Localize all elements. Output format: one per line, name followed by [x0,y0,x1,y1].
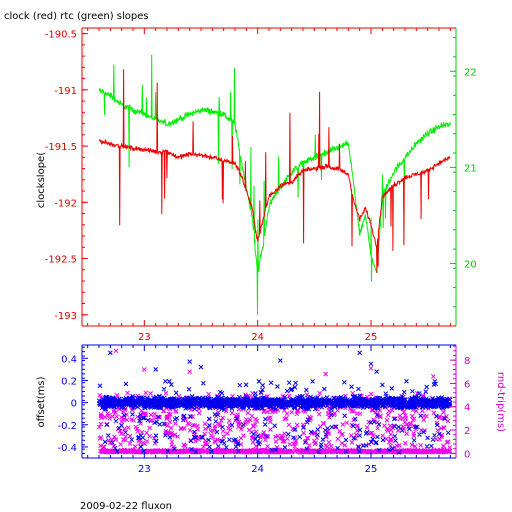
rtc-series-line [98,54,451,315]
top-y-axis-label: clockslope( [36,152,47,208]
slopes-y-tick-label: -191.5 [45,142,77,153]
offset-panel: 23 24 25 0.4 0.2 0 -0.2 -0.4 8 6 4 2 0 [57,344,470,475]
clock-series-line [98,69,451,274]
offset-y-tick-label: 0.2 [61,376,77,387]
footer-text: 2009-02-22 fluxon [80,501,172,512]
slopes-y-tick-label: -192.5 [45,255,77,266]
rndtrip-outlier-point [113,348,119,354]
offset-x-tick-label: 23 [138,464,151,475]
offset-x-tick-label: 25 [365,464,378,475]
offset-outlier-point [198,364,204,370]
offset-outlier-point [368,361,374,367]
offset-scatter-band [96,378,453,455]
slopes-panel: 23 24 25 -190.5 -191 -191.5 -192 -192.5 -193 20 21… [45,27,477,343]
rndtrip-outlier-point [430,374,436,379]
offset-outlier-point [153,367,159,372]
slopes-axes-layer: 23 24 25 -190.5 -191 -191.5 -192 -192.5 -193 20 21… [45,27,477,343]
offset-outlier-point [277,358,283,363]
slopes-y-tick-label: -191 [54,86,77,97]
offset-outlier-point [374,369,380,374]
offset-y2-tick-label: 6 [464,379,470,390]
offset-y-tick-label: 0 [71,399,77,410]
offset-y2-tick-label: 4 [464,403,470,414]
bottom-y-axis-label: offset(ms) [36,376,47,427]
offset-x-tick-label: 24 [251,464,264,475]
offset-y-tick-label: -0.4 [57,443,77,454]
slopes-y2-tick-label: 21 [464,163,477,174]
slopes-y2-tick-label: 20 [464,260,477,271]
slopes-y-tick-label: -193 [54,311,77,322]
slopes-y-tick-label: -190.5 [45,30,77,41]
rndtrip-outlier-point [187,369,193,375]
rndtrip-scatter-band [96,390,453,455]
offset-y-tick-label: 0.4 [61,354,77,365]
offset-axes-layer: 23 24 25 0.4 0.2 0 -0.2 -0.4 8 6 4 2 0 [57,344,470,475]
offset-outlier-point [107,350,113,356]
offset-series-layer [96,348,453,455]
rndtrip-outlier-point [323,371,329,377]
offset-y2-tick-label: 0 [464,449,470,460]
slopes-x-tick-label: 24 [251,332,264,343]
slopes-x-tick-label: 25 [365,332,378,343]
offset-outlier-point [187,359,193,364]
offset-y2-tick-label: 8 [464,356,470,367]
slopes-x-tick-label: 23 [138,332,151,343]
rndtrip-outlier-point [368,365,374,371]
slopes-series-layer [98,54,451,315]
slopes-y-tick-label: -192 [54,198,77,209]
offset-y-tick-label: -0.2 [57,421,77,432]
bottom-y2-axis-label: rnd-trip(ms) [495,372,506,432]
offset-outlier-point [357,350,363,356]
chart-title: clock (red) rtc (green) slopes [4,11,149,22]
rndtrip-outlier-point [141,367,147,372]
slopes-y2-tick-label: 22 [464,67,477,78]
offset-y2-tick-label: 2 [464,426,470,437]
